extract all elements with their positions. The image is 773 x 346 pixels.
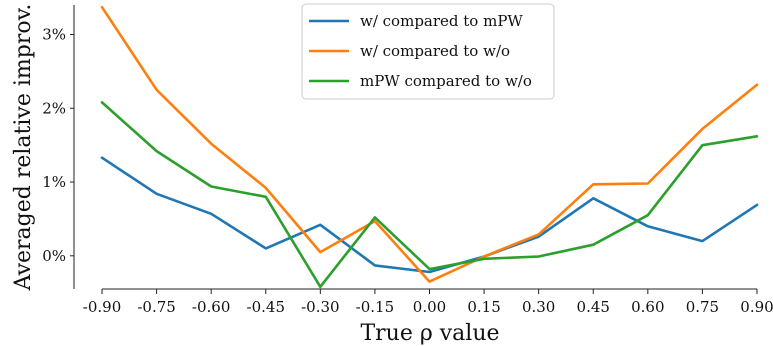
legend: w/ compared to mPW w/ compared to w/o mPW …: [301, 3, 555, 100]
y-tick-label: 0%: [42, 247, 66, 265]
series-line-3: [100, 101, 759, 289]
x-tick-label: 0.75: [686, 298, 719, 316]
legend-label-2: w/ compared to w/o: [360, 42, 510, 60]
legend-label-3: mPW compared to w/o: [360, 72, 532, 90]
x-tick-label: -0.75: [137, 298, 175, 316]
y-tick-label: 1%: [42, 173, 66, 191]
y-tick-label: 2%: [42, 99, 66, 117]
x-tick-label: -0.15: [356, 298, 394, 316]
x-axis-ticks: -0.90 -0.75 -0.60 -0.45 -0.30 -0.15 0.00 0.15 0.…: [83, 289, 773, 316]
series-line-2: [100, 5, 759, 283]
x-tick-label: 0.30: [522, 298, 555, 316]
series-lines: [100, 5, 759, 289]
series-line-1: [100, 156, 759, 274]
legend-frame: [301, 3, 555, 100]
y-axis-ticks: 0% 1% 2% 3%: [42, 26, 74, 265]
x-tick-label: -0.60: [192, 298, 230, 316]
x-tick-label: 0.90: [740, 298, 773, 316]
y-axis-label: Averaged relative improv.: [11, 4, 36, 292]
x-tick-label: 0.60: [631, 298, 664, 316]
legend-label-1: w/ compared to mPW: [360, 12, 523, 30]
x-tick-label: -0.90: [83, 298, 121, 316]
x-tick-label: 0.45: [577, 298, 610, 316]
x-tick-label: 0.15: [467, 298, 500, 316]
x-axis-label: True ρ value: [360, 321, 499, 346]
x-tick-label: -0.45: [247, 298, 285, 316]
x-tick-label: -0.30: [301, 298, 339, 316]
x-tick-label: 0.00: [413, 298, 446, 316]
y-tick-label: 3%: [42, 26, 66, 44]
